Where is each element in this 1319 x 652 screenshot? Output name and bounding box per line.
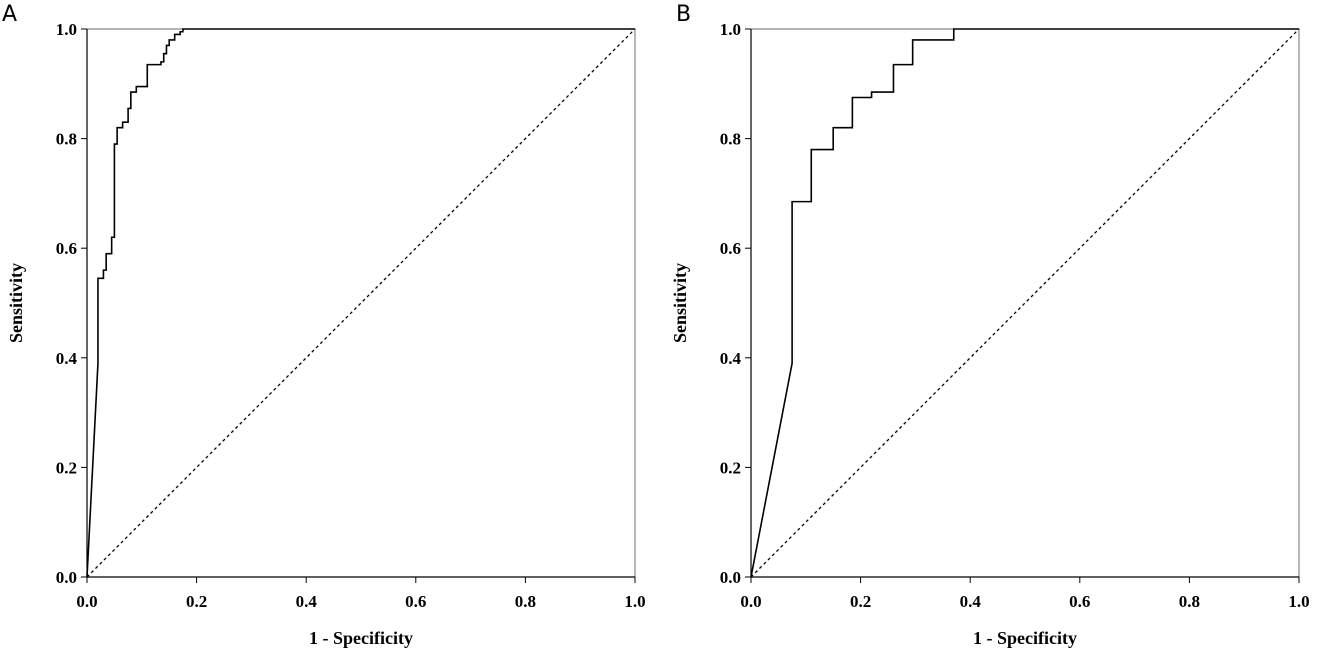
y-tick-label-b: 0.0 [720,568,741,587]
panel-label-b: B [676,2,692,27]
x-tick-label-b: 0.6 [1069,592,1090,611]
y-tick-label-a: 0.2 [56,458,77,477]
x-tick-label-b: 0.4 [960,592,982,611]
x-tick-label-a: 0.4 [296,592,318,611]
y-tick-label-b: 0.8 [720,130,741,149]
x-tick-label-b: 0.8 [1179,592,1200,611]
y-tick-label-a: 0.8 [56,130,77,149]
y-tick-label-b: 1.0 [720,20,741,39]
roc-curve-b [750,28,1299,578]
x-tick-label-b: 1.0 [1288,592,1309,611]
roc-curve-a [86,28,635,578]
x-tick-label-b: 0.0 [740,592,761,611]
y-axis-title-a: Sensitivity [6,263,26,343]
y-tick-label-b: 0.4 [720,349,742,368]
x-tick-label-a: 1.0 [624,592,645,611]
panel-label-a: A [2,2,18,27]
x-axis-title-a: 1 - Specificity [309,628,413,648]
x-tick-label-a: 0.2 [186,592,207,611]
y-tick-label-a: 0.0 [56,568,77,587]
y-tick-label-a: 0.4 [56,349,78,368]
x-tick-label-a: 0.0 [76,592,97,611]
reference-diagonal-a [86,28,636,578]
reference-diagonal-b [750,28,1300,578]
y-tick-label-b: 0.2 [720,458,741,477]
y-tick-label-a: 0.6 [56,239,77,258]
y-tick-label-a: 1.0 [56,20,77,39]
y-tick-label-b: 0.6 [720,239,741,258]
x-tick-label-a: 0.8 [515,592,536,611]
y-axis-title-b: Sensitivity [670,263,690,343]
x-tick-label-a: 0.6 [405,592,426,611]
x-axis-title-b: 1 - Specificity [973,628,1077,648]
x-tick-label-b: 0.2 [850,592,871,611]
